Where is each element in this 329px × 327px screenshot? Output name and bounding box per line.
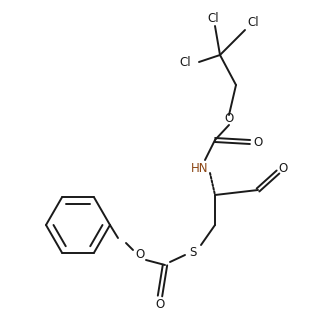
Text: S: S (189, 246, 197, 259)
Text: O: O (135, 249, 145, 262)
Text: HN: HN (191, 162, 209, 175)
Text: Cl: Cl (179, 56, 191, 68)
Text: O: O (155, 299, 164, 312)
Text: Cl: Cl (207, 11, 219, 25)
Text: O: O (224, 112, 234, 125)
Text: O: O (253, 135, 263, 148)
Text: Cl: Cl (247, 15, 259, 28)
Text: O: O (278, 162, 288, 175)
